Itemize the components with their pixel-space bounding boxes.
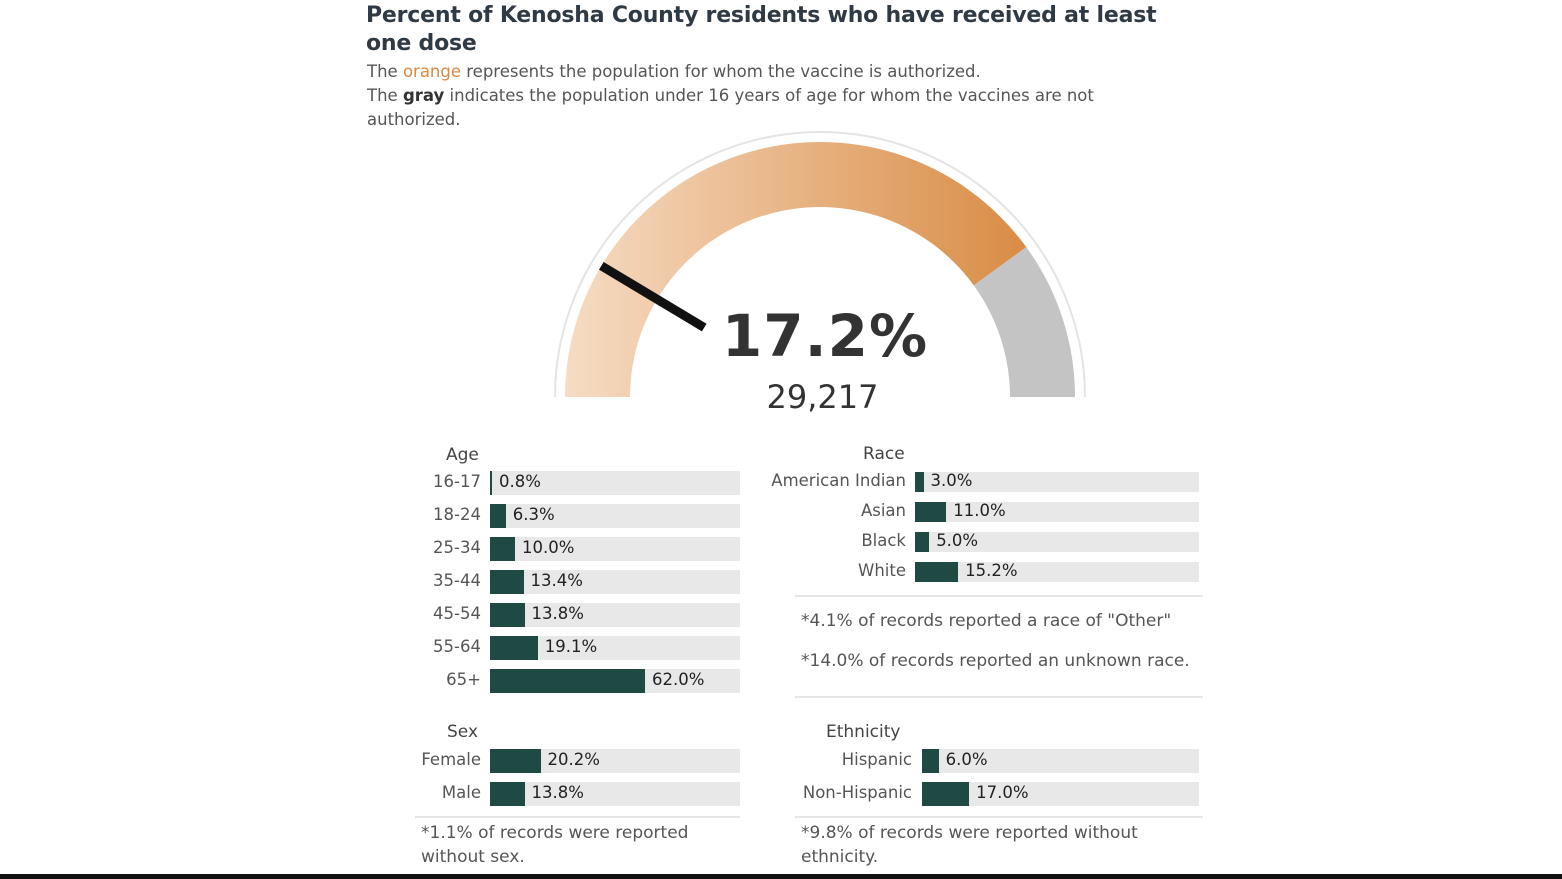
race-bar-track (915, 472, 1199, 492)
race-label: Asian (860, 501, 906, 520)
bottom-border (0, 874, 1562, 879)
race-value-label: 3.0% (930, 471, 973, 490)
race-bar (915, 502, 947, 522)
sex-note: *1.1% of records were reported without s… (421, 823, 689, 867)
age-bar (490, 636, 538, 660)
age-label: 45-54 (433, 604, 481, 623)
race-bar-track (915, 532, 1199, 552)
sex-header: Sex (447, 722, 479, 742)
age-bar (490, 504, 506, 528)
ethnicity-bar (922, 749, 939, 773)
gauge-chart (554, 131, 1086, 398)
age-value-label: 62.0% (652, 670, 705, 689)
age-bar (490, 603, 525, 627)
race-other-note: *4.1% of records reported a race of "Oth… (801, 611, 1172, 631)
subtitle-text: represents the population for whom the v… (461, 62, 981, 81)
age-label: 18-24 (433, 505, 481, 524)
age-value-label: 13.8% (531, 604, 584, 623)
age-value-label: 10.0% (522, 538, 575, 557)
gauge-outline (554, 131, 1086, 398)
ethnicity-header: Ethnicity (826, 722, 901, 742)
gauge-percent: 17.2% (721, 302, 929, 370)
race-bar (915, 562, 959, 582)
age-bar-track (490, 471, 740, 495)
race-label: American Indian (771, 471, 906, 490)
gauge-unauthorized-arc (973, 247, 1075, 397)
sex-label: Male (441, 783, 481, 802)
sex-bar (490, 749, 541, 773)
race-unknown-note: *14.0% of records reported an unknown ra… (801, 651, 1190, 671)
race-bar (915, 472, 924, 492)
gauge-needle (599, 261, 707, 332)
age-bar (490, 669, 645, 693)
subtitle-text: indicates the population under 16 years … (367, 86, 1094, 129)
ethnicity-value-label: 6.0% (945, 750, 988, 769)
sex-label: Female (421, 750, 481, 769)
chart-title: Percent of Kenosha County residents who … (366, 3, 1157, 56)
race-bar-track (915, 562, 1199, 582)
race-label: Black (861, 531, 906, 550)
ethnicity-value-label: 17.0% (976, 783, 1029, 802)
divider (795, 696, 1203, 698)
age-label: 55-64 (433, 637, 481, 656)
gauge-authorized-arc (565, 142, 1027, 397)
sex-value-label: 13.8% (531, 783, 584, 802)
race-bar-track (915, 502, 1199, 522)
divider (415, 816, 740, 818)
ethnicity-bar-track (922, 749, 1199, 773)
age-bar (490, 537, 515, 561)
ethnicity-note: *9.8% of records were reported without e… (801, 823, 1138, 867)
ethnicity-label: Hispanic (841, 750, 912, 769)
ethnicity-bar (922, 782, 970, 806)
race-value-label: 11.0% (953, 501, 1006, 520)
age-label: 65+ (446, 670, 481, 689)
age-value-label: 13.4% (530, 571, 583, 590)
age-bar-track (490, 570, 740, 594)
age-label: 25-34 (433, 538, 481, 557)
subtitle-text: The (367, 86, 403, 105)
sex-bar (490, 782, 525, 806)
divider (795, 816, 1203, 818)
race-bar (915, 532, 930, 552)
divider (795, 595, 1203, 597)
gray-keyword: gray (402, 86, 445, 105)
orange-keyword: orange (402, 62, 462, 81)
age-bar (490, 570, 524, 594)
age-bar-track (490, 504, 740, 528)
age-value-label: 0.8% (499, 472, 541, 491)
race-value-label: 5.0% (936, 531, 979, 550)
age-label: 35-44 (433, 571, 481, 590)
subtitle-gray: The gray indicates the population under … (367, 84, 1167, 132)
age-value-label: 19.1% (544, 637, 598, 656)
subtitle-text: The (367, 62, 403, 81)
age-bar-track (490, 537, 740, 561)
ethnicity-label: Non-Hispanic (802, 783, 912, 802)
race-header: Race (863, 444, 905, 464)
sex-bar-track (490, 782, 740, 806)
race-value-label: 15.2% (965, 561, 1018, 580)
gauge-count: 29,217 (766, 378, 879, 416)
race-label: White (858, 561, 906, 580)
age-header: Age (446, 445, 479, 465)
age-value-label: 6.3% (512, 505, 555, 524)
age-label: 16-17 (433, 472, 481, 491)
subtitle-orange: The orange represents the population for… (367, 60, 1167, 84)
age-bar (490, 471, 492, 495)
age-bar-track (490, 603, 740, 627)
sex-value-label: 20.2% (547, 750, 600, 769)
